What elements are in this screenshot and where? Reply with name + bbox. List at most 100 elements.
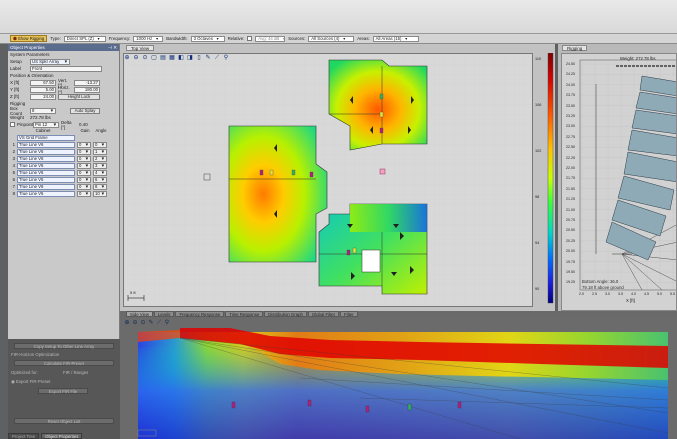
pin-close-icons[interactable]: ⊣ ✕ bbox=[108, 44, 117, 50]
y-input[interactable]: 5.00 bbox=[30, 86, 56, 93]
rigging-y-tick: 23.75 bbox=[566, 93, 575, 98]
y-row: Y [ft] 5.00 Horiz. [°] 180.00 bbox=[10, 84, 100, 95]
tab-rigging[interactable]: Rigging bbox=[562, 45, 588, 51]
measure-icon[interactable]: ◨ bbox=[187, 55, 193, 61]
line-tool-icon[interactable]: ⟋ bbox=[156, 320, 162, 326]
tab-project-tree[interactable]: Project Tree bbox=[8, 433, 40, 439]
cabinet-gain-select[interactable]: 0 ▼ bbox=[77, 176, 91, 183]
pencil-icon[interactable]: ✎ bbox=[148, 320, 154, 326]
cabinet-name-field[interactable]: True Line V6 bbox=[17, 148, 75, 155]
cabinet-gain-select[interactable]: 0 ▼ bbox=[77, 183, 91, 190]
zoom-fit-icon[interactable]: ⊙ bbox=[142, 55, 148, 61]
label-input[interactable]: Front bbox=[30, 65, 102, 72]
horiz-input[interactable]: 180.00 bbox=[74, 86, 100, 93]
radio-icon[interactable]: ◉ bbox=[11, 379, 15, 384]
pencil-icon[interactable]: ✎ bbox=[205, 55, 211, 61]
position-heading: Position & Orientation bbox=[10, 73, 54, 78]
cabinet-name-field[interactable]: True Line V6 bbox=[17, 169, 75, 176]
copy-settings-button[interactable]: Copy Setup To Other Line Array bbox=[14, 343, 114, 349]
cabinet-gain-select[interactable]: 0 ▼ bbox=[77, 169, 91, 176]
rigging-plot[interactable]: Weight: 272.78 lbs 24.50 24.25 24.00 23.75 2… bbox=[561, 53, 677, 311]
rigging-y-tick: 22.75 bbox=[566, 134, 575, 139]
fly-frame-field[interactable]: VS Grid Frame bbox=[17, 134, 75, 141]
side-view-toolbar: ⊕ ⊖ ⊙ ✎ ⟋ ⚲ bbox=[124, 320, 170, 326]
pinpoint-select[interactable]: Pin 12 ▼ bbox=[33, 121, 59, 128]
fir-heading: FIR-Horizon Optimization bbox=[11, 352, 60, 357]
rigging-x-tick: 3.0 bbox=[605, 292, 610, 296]
rigging-y-tick: 21.25 bbox=[566, 197, 575, 202]
cabinet-angle-select[interactable]: 10 ▼ bbox=[93, 190, 107, 197]
cabinet-number: 2 bbox=[12, 149, 15, 154]
pin-icon[interactable]: ⚲ bbox=[223, 55, 229, 61]
auto-splay-button[interactable]: Auto Splay bbox=[70, 107, 100, 114]
zoom-out-icon[interactable]: ⊖ bbox=[133, 55, 139, 61]
side-view-plot[interactable]: ⊕ ⊖ ⊙ ✎ ⟋ ⚲ bbox=[120, 318, 677, 439]
label-row: Label Front bbox=[8, 65, 119, 72]
rigging-weight: Weight: 272.78 lbs bbox=[620, 56, 656, 61]
reset-object-list-button[interactable]: Reset Object List bbox=[14, 418, 114, 424]
height-lock-button[interactable]: Height Lock bbox=[58, 93, 100, 100]
type-select[interactable]: Direct SPL (Z) ▼ bbox=[63, 35, 106, 42]
top-view-plot[interactable]: 5 ft bbox=[123, 53, 533, 307]
sources-select[interactable]: All Sources (4) ▼ bbox=[308, 35, 355, 42]
ruler-icon[interactable]: ▯ bbox=[197, 55, 201, 61]
tab-object-properties[interactable]: Object Properties bbox=[41, 433, 83, 439]
pinpoint-row: Pinpoint Pin 12 ▼ Delta [°] 0.40 bbox=[8, 120, 119, 130]
cabinet-gain-select[interactable]: 0 ▼ bbox=[77, 190, 91, 197]
cabinet-gain-select[interactable]: 0 ▼ bbox=[77, 162, 91, 169]
cabinet-gain-select[interactable]: 0 ▼ bbox=[77, 141, 91, 148]
tab-frequency-response[interactable]: Frequency Response bbox=[175, 311, 225, 317]
x-input[interactable]: 67.50 bbox=[30, 79, 56, 86]
vert-input[interactable]: -13.27 bbox=[74, 79, 100, 86]
zoom-out-icon[interactable]: ⊖ bbox=[132, 320, 138, 326]
box-count-select[interactable]: 8 ▼ bbox=[30, 107, 56, 114]
areas-select[interactable]: All Areas (15) ▼ bbox=[372, 35, 419, 42]
cabinet-name-field[interactable]: True Line V6 bbox=[17, 141, 75, 148]
zoom-in-icon[interactable]: ⊕ bbox=[124, 320, 130, 326]
tab-global-filter[interactable]: Global Filter bbox=[307, 311, 340, 317]
cabinet-gain-select[interactable]: 0 ▼ bbox=[77, 155, 91, 162]
calculate-fir-button[interactable]: Calculate FIR-Preset bbox=[14, 360, 114, 366]
tab-side-view[interactable]: Side View bbox=[126, 311, 154, 317]
bandwidth-select[interactable]: 3 Octaves ▼ bbox=[190, 35, 225, 42]
show-rigging-button[interactable]: ⬢ Show Rigging bbox=[10, 35, 48, 42]
cabinet-angle-select[interactable]: 4 ▼ bbox=[93, 169, 107, 176]
align-icon[interactable]: ◧ bbox=[178, 55, 184, 61]
zoom-in-icon[interactable]: ⊕ bbox=[124, 55, 130, 61]
cabinet-angle-select[interactable]: 6 ▼ bbox=[93, 176, 107, 183]
tab-top-view[interactable]: Top View bbox=[126, 45, 155, 51]
export-fir-button[interactable]: Export FIR File bbox=[38, 388, 88, 394]
chevron-down-icon: ▼ bbox=[84, 177, 89, 182]
zoom-fit-icon[interactable]: ⊙ bbox=[140, 320, 146, 326]
line-tool-icon[interactable]: ⟋ bbox=[214, 55, 220, 61]
cabinet-angle-select[interactable]: 0 ▼ bbox=[93, 141, 107, 148]
layout-icon[interactable]: ▤ bbox=[160, 55, 166, 61]
rigging-icon: ⬢ bbox=[13, 35, 17, 41]
pin-icon[interactable]: ⚲ bbox=[164, 320, 170, 326]
setup-select[interactable]: US Spkr Array ▼ bbox=[30, 58, 70, 65]
color-scale-svg bbox=[547, 52, 554, 304]
pinpoint-checkbox[interactable] bbox=[10, 122, 15, 127]
frequency-select[interactable]: 1000 Hz ▼ bbox=[133, 35, 164, 42]
tab-levels[interactable]: Levels bbox=[154, 311, 175, 317]
relative-checkbox[interactable] bbox=[247, 36, 253, 41]
cabinet-list: 1 True Line V6 0 ▼ 0 ▼ 2 True Line V6 0 ▼ 1 ▼ 3 True … bbox=[8, 141, 119, 197]
z-input[interactable]: 24.00 bbox=[30, 93, 56, 100]
cabinet-name-field[interactable]: True Line V6 bbox=[17, 155, 75, 162]
cabinet-name-field[interactable]: True Line V6 bbox=[17, 190, 75, 197]
tab-time-response[interactable]: Time Response bbox=[225, 311, 264, 317]
tab-distribution-graph[interactable]: Distribution Graph bbox=[264, 311, 307, 317]
cabinet-angle-select[interactable]: 8 ▼ bbox=[93, 183, 107, 190]
cabinet-angle-select[interactable]: 2 ▼ bbox=[93, 155, 107, 162]
frame-icon[interactable]: ▢ bbox=[151, 55, 157, 61]
tab-filter[interactable]: Filter bbox=[340, 311, 358, 317]
chevron-down-icon: ▼ bbox=[100, 184, 105, 189]
cabinet-gain-select[interactable]: 0 ▼ bbox=[77, 148, 91, 155]
cabinet-name-field[interactable]: True Line V6 bbox=[17, 162, 75, 169]
cabinet-angle-select[interactable]: 1 ▼ bbox=[93, 148, 107, 155]
cabinet-name-field[interactable]: True Line V6 bbox=[17, 176, 75, 183]
cabinet-name-field[interactable]: True Line V6 bbox=[17, 183, 75, 190]
cabinet-angle-select[interactable]: 3 ▼ bbox=[93, 162, 107, 169]
relative-select[interactable]: Avg: 44 dB ▼ bbox=[255, 35, 286, 42]
grid-icon[interactable]: ▦ bbox=[169, 55, 175, 61]
